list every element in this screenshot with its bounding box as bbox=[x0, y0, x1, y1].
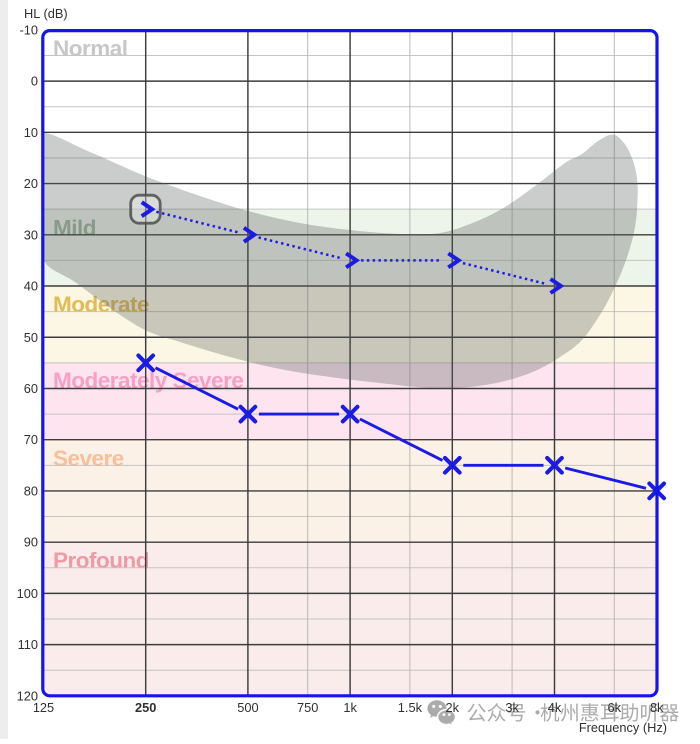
svg-text:100: 100 bbox=[17, 586, 38, 601]
svg-text:125: 125 bbox=[33, 700, 54, 715]
svg-text:250: 250 bbox=[135, 700, 156, 715]
svg-text:1k: 1k bbox=[343, 700, 357, 715]
svg-text:2k: 2k bbox=[446, 700, 460, 715]
svg-text:110: 110 bbox=[18, 637, 38, 652]
svg-text:-10: -10 bbox=[20, 22, 39, 37]
svg-text:30: 30 bbox=[24, 227, 38, 242]
svg-text:3k: 3k bbox=[505, 700, 519, 715]
svg-text:60: 60 bbox=[24, 381, 38, 396]
svg-text:Mild: Mild bbox=[53, 216, 96, 241]
svg-text:40: 40 bbox=[24, 279, 38, 294]
svg-text:Severe: Severe bbox=[53, 446, 124, 471]
svg-text:Moderate: Moderate bbox=[53, 292, 149, 317]
svg-text:1.5k: 1.5k bbox=[398, 700, 423, 715]
svg-text:20: 20 bbox=[24, 176, 38, 191]
svg-text:Normal: Normal bbox=[53, 36, 128, 61]
svg-text:4k: 4k bbox=[548, 700, 562, 715]
svg-text:500: 500 bbox=[237, 700, 258, 715]
svg-text:Frequency (Hz): Frequency (Hz) bbox=[579, 720, 667, 735]
svg-text:8k: 8k bbox=[650, 700, 664, 715]
svg-text:50: 50 bbox=[24, 330, 38, 345]
svg-text:120: 120 bbox=[17, 688, 38, 703]
svg-text:90: 90 bbox=[24, 535, 38, 550]
svg-text:10: 10 bbox=[24, 125, 38, 140]
svg-text:80: 80 bbox=[24, 483, 38, 498]
svg-text:750: 750 bbox=[297, 700, 318, 715]
svg-text:6k: 6k bbox=[608, 700, 622, 715]
svg-text:0: 0 bbox=[31, 74, 38, 89]
svg-text:Profound: Profound bbox=[53, 548, 149, 573]
svg-text:HL (dB): HL (dB) bbox=[24, 6, 68, 21]
svg-text:70: 70 bbox=[24, 432, 38, 447]
